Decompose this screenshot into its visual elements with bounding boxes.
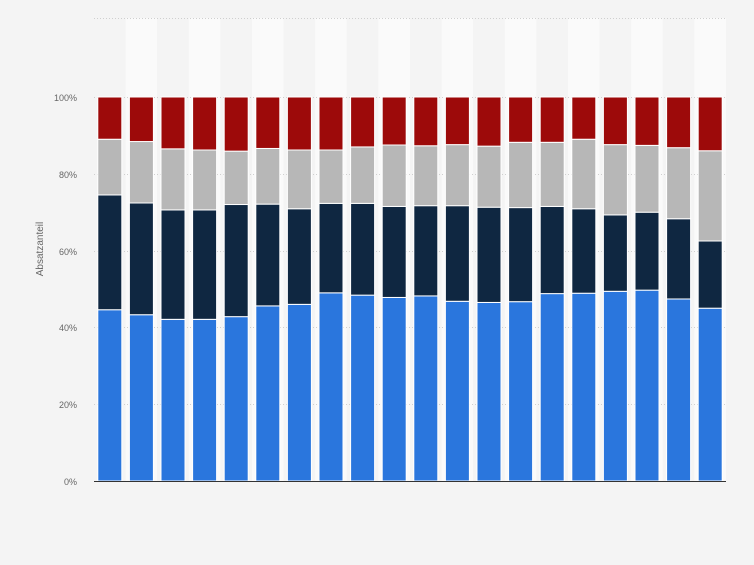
bar-segment-series-2[interactable]: [508, 207, 534, 303]
bar-segment-series-4[interactable]: [192, 96, 218, 151]
bar-segment-series-1[interactable]: [444, 300, 470, 482]
bar-segment-series-4[interactable]: [444, 96, 470, 146]
bar-segment-series-4[interactable]: [602, 96, 628, 146]
bar-segment-series-2[interactable]: [381, 205, 407, 298]
bar-segment-series-1[interactable]: [286, 303, 312, 482]
bar-segment-series-1[interactable]: [476, 301, 502, 482]
bar-segment-series-2[interactable]: [444, 205, 470, 302]
bar-segment-series-3[interactable]: [97, 138, 123, 196]
bar-segment-series-4[interactable]: [381, 96, 407, 146]
bar-segment-series-4[interactable]: [350, 96, 376, 148]
bar-segment-series-2[interactable]: [476, 206, 502, 303]
bar-segment-series-1[interactable]: [97, 309, 123, 482]
bar-segment-series-3[interactable]: [286, 149, 312, 210]
bar-segment-series-1[interactable]: [602, 290, 628, 482]
bar-segment-series-2[interactable]: [160, 209, 186, 320]
bar-segment-series-3[interactable]: [160, 148, 186, 211]
y-tick-label: 0%: [64, 477, 77, 487]
bar-segment-series-1[interactable]: [255, 305, 281, 482]
y-tick-label: 80%: [59, 170, 77, 180]
bar-segment-series-2[interactable]: [318, 202, 344, 294]
bar-segment-series-2[interactable]: [539, 205, 565, 295]
bar-segment-series-4[interactable]: [97, 96, 123, 140]
bar-segment-series-3[interactable]: [697, 150, 723, 242]
bar-segment-series-3[interactable]: [350, 146, 376, 204]
bar-segment-series-2[interactable]: [634, 211, 660, 291]
bar-segment-series-4[interactable]: [697, 96, 723, 152]
bar-segment-series-4[interactable]: [634, 96, 660, 146]
bar-segment-series-4[interactable]: [571, 96, 597, 140]
bar-segment-series-3[interactable]: [634, 144, 660, 213]
bar-segment-series-3[interactable]: [381, 144, 407, 207]
bar-segment-series-3[interactable]: [571, 138, 597, 210]
bar-segment-series-4[interactable]: [223, 96, 249, 152]
y-axis-label: Absatzanteil: [35, 222, 46, 276]
bar-segment-series-4[interactable]: [318, 96, 344, 151]
bar-segment-series-3[interactable]: [476, 145, 502, 208]
bar-segment-series-2[interactable]: [128, 202, 154, 316]
bar-segment-series-2[interactable]: [602, 214, 628, 292]
bar-segment-series-2[interactable]: [571, 208, 597, 294]
bar-segment-series-1[interactable]: [350, 294, 376, 482]
bar-segment-series-2[interactable]: [413, 205, 439, 297]
bar-segment-series-1[interactable]: [508, 301, 534, 482]
bar-segment-series-4[interactable]: [508, 96, 534, 143]
bar-segment-series-1[interactable]: [318, 292, 344, 482]
bar-segment-series-3[interactable]: [255, 147, 281, 205]
bar-segment-series-2[interactable]: [697, 240, 723, 309]
bar-segment-series-4[interactable]: [255, 96, 281, 149]
bar-segment-series-1[interactable]: [381, 296, 407, 482]
bar-segment-series-3[interactable]: [444, 144, 470, 207]
bar-segment-series-4[interactable]: [413, 96, 439, 147]
bar-segment-series-4[interactable]: [666, 96, 692, 149]
bar-segment-series-3[interactable]: [508, 141, 534, 209]
y-tick-label: 20%: [59, 400, 77, 410]
bar-segment-series-1[interactable]: [697, 307, 723, 482]
bar-segment-series-1[interactable]: [160, 318, 186, 482]
bar-segment-series-4[interactable]: [286, 96, 312, 151]
bar-segment-series-1[interactable]: [634, 289, 660, 482]
bar-segment-series-2[interactable]: [255, 203, 281, 307]
bar-segment-series-4[interactable]: [539, 96, 565, 143]
bar-segment-series-2[interactable]: [666, 218, 692, 300]
bar-segment-series-2[interactable]: [192, 209, 218, 320]
bar-segment-series-1[interactable]: [223, 316, 249, 482]
bar-segment-series-2[interactable]: [223, 204, 249, 318]
bar-segment-series-4[interactable]: [476, 96, 502, 147]
bar-segment-series-2[interactable]: [286, 208, 312, 305]
bar-segment-series-1[interactable]: [571, 292, 597, 482]
y-tick-label: 100%: [54, 93, 77, 103]
bar-segment-series-1[interactable]: [666, 298, 692, 482]
bar-segment-series-2[interactable]: [350, 202, 376, 296]
bar-segment-series-3[interactable]: [539, 141, 565, 207]
bar-segment-series-1[interactable]: [192, 318, 218, 482]
bar-segment-series-2[interactable]: [97, 194, 123, 311]
y-tick-label: 40%: [59, 323, 77, 333]
bar-segment-series-3[interactable]: [128, 141, 154, 204]
bar-segment-series-3[interactable]: [602, 144, 628, 216]
bar-segment-series-3[interactable]: [318, 149, 344, 204]
bar-segment-series-1[interactable]: [413, 295, 439, 482]
bar-segment-series-1[interactable]: [539, 293, 565, 482]
bar-segment-series-3[interactable]: [413, 145, 439, 207]
bar-segment-series-4[interactable]: [128, 96, 154, 143]
bar-segment-series-3[interactable]: [192, 149, 218, 211]
bar-segment-series-3[interactable]: [223, 150, 249, 206]
y-tick-label: 60%: [59, 247, 77, 257]
bar-segment-series-3[interactable]: [666, 147, 692, 220]
bar-segment-series-4[interactable]: [160, 96, 186, 150]
bar-segment-series-1[interactable]: [128, 314, 154, 482]
